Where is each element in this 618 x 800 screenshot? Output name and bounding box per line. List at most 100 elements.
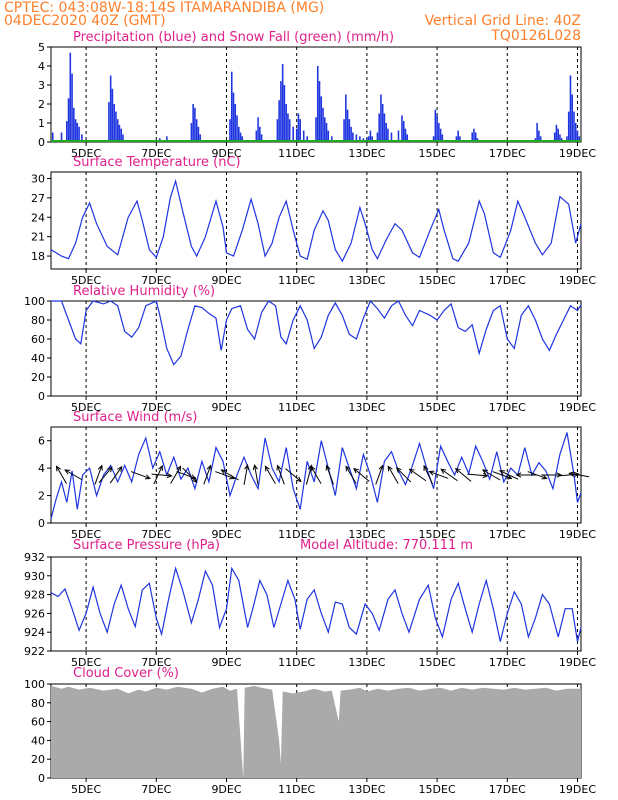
pressure-xtick-label: 17DEC: [489, 656, 526, 669]
precip-bar: [257, 117, 259, 142]
rh-xtick-label: 13DEC: [348, 401, 385, 414]
precip-bar: [553, 132, 556, 142]
wind-arrow: [454, 467, 472, 482]
precip-bar: [232, 92, 235, 142]
precip-bar: [67, 98, 70, 142]
precip-bar: [359, 136, 361, 142]
precip-bar: [118, 124, 121, 142]
temp-xtick-label: 13DEC: [348, 274, 385, 287]
precip-bar: [51, 132, 54, 142]
precip-bar: [345, 94, 347, 142]
cloud-xtick-label: 9DEC: [211, 783, 241, 796]
pressure-line: [50, 566, 582, 642]
wind-arrow: [408, 468, 427, 482]
precip-bar: [229, 119, 231, 142]
temp-frame: [50, 171, 582, 270]
precip-bar: [348, 119, 351, 142]
pressure-xtick-label: 11DEC: [278, 656, 315, 669]
pressure-ytick-label: 930: [24, 570, 45, 583]
precip-bar: [380, 94, 382, 142]
cloud-ytick-label: 0: [38, 772, 45, 785]
precip-bar: [536, 123, 538, 142]
precip-bar: [343, 119, 345, 142]
humidity-panel: Relative Humidity (%) 5DEC 7DEC 9DEC 11DEC 1…: [24, 284, 596, 414]
precip-bar: [316, 66, 319, 142]
precip-bar: [566, 136, 568, 142]
rh-xtick-label: 9DEC: [211, 401, 241, 414]
precip-bar: [197, 126, 200, 142]
precip-xtick-label: 7DEC: [141, 147, 171, 160]
precip-bar: [239, 132, 242, 142]
wind-arrow: [568, 471, 590, 478]
precip-bar: [352, 132, 354, 142]
temperature-panel: Surface Temperature (nC) 5DEC 7DEC 9DEC 11D…: [31, 155, 596, 287]
precip-bar: [555, 124, 558, 142]
precip-bar: [438, 123, 440, 142]
cloud-ytick-label: 100: [24, 678, 45, 691]
precip-bar: [322, 107, 324, 142]
precip-bar: [285, 104, 287, 142]
wind-arrow: [203, 464, 212, 485]
cloud-xtick-label: 11DEC: [278, 783, 315, 796]
precip-xtick-label: 9DEC: [211, 147, 241, 160]
wind-arrow: [130, 471, 151, 480]
wind-arrow: [243, 464, 250, 485]
pressure-xtick-label: 7DEC: [141, 656, 171, 669]
precip-bar: [474, 132, 477, 142]
wind-arrow: [428, 470, 449, 479]
wind-arrow: [310, 465, 322, 484]
precip-bar: [571, 94, 574, 142]
precip-bar: [402, 121, 405, 142]
precip-bar: [194, 107, 196, 142]
precip-bar: [325, 123, 328, 142]
wind-xtick-label: 19DEC: [559, 528, 596, 541]
precip-bar: [320, 96, 323, 142]
rh-xtick-label: 11DEC: [278, 401, 315, 414]
precip-bar: [557, 128, 559, 142]
precip-bar: [439, 128, 442, 142]
precip-bar: [234, 104, 237, 142]
precip-bar: [78, 126, 80, 142]
precip-bar: [381, 104, 384, 142]
wind-title: Surface Wind (m/s): [73, 410, 197, 425]
pressure-frame: [50, 556, 582, 652]
wind-arrow: [467, 472, 489, 479]
wind-arrow: [387, 465, 399, 484]
precip-bar: [539, 136, 542, 142]
precip-bar: [350, 126, 352, 142]
precip-bar: [569, 75, 572, 142]
precip-bar: [283, 85, 286, 142]
temp-xtick-label: 19DEC: [559, 274, 596, 287]
wind-arrow: [492, 471, 513, 480]
rh-ytick-label: 40: [31, 352, 45, 365]
precip-bar: [376, 132, 379, 142]
rh-line: [51, 299, 582, 366]
precip-ytick-label: 3: [38, 79, 45, 92]
precip-xtick-label: 5DEC: [71, 147, 101, 160]
precip-bar: [74, 119, 77, 142]
wind-arrow: [375, 464, 384, 485]
precip-bar: [331, 136, 333, 142]
cloud-ytick-label: 60: [31, 716, 45, 729]
wind-xtick-label: 13DEC: [348, 528, 385, 541]
precip-bar: [281, 64, 284, 142]
wind-ytick-label: 4: [38, 462, 45, 475]
header-vgrid: Vertical Grid Line: 40Z: [425, 13, 581, 29]
wind-ytick-label: 6: [38, 435, 45, 448]
precip-bar: [260, 134, 263, 142]
wind-arrow: [182, 467, 198, 483]
rh-ytick-label: 60: [31, 333, 45, 346]
wind-arrow: [170, 465, 182, 484]
precip-bar: [192, 104, 194, 142]
precipitation-title: Precipitation (blue) and Snow Fall (gree…: [73, 30, 394, 45]
pressure-ytick-label: 928: [24, 589, 45, 602]
pressure-ytick-label: 926: [24, 607, 45, 620]
precip-bar: [278, 100, 280, 142]
precip-bar: [69, 52, 72, 143]
precip-bar: [457, 130, 459, 142]
temp-xtick-label: 17DEC: [489, 274, 526, 287]
precip-bar: [166, 136, 168, 142]
cloud-ytick-label: 80: [31, 697, 45, 710]
wind-arrow: [151, 472, 173, 479]
